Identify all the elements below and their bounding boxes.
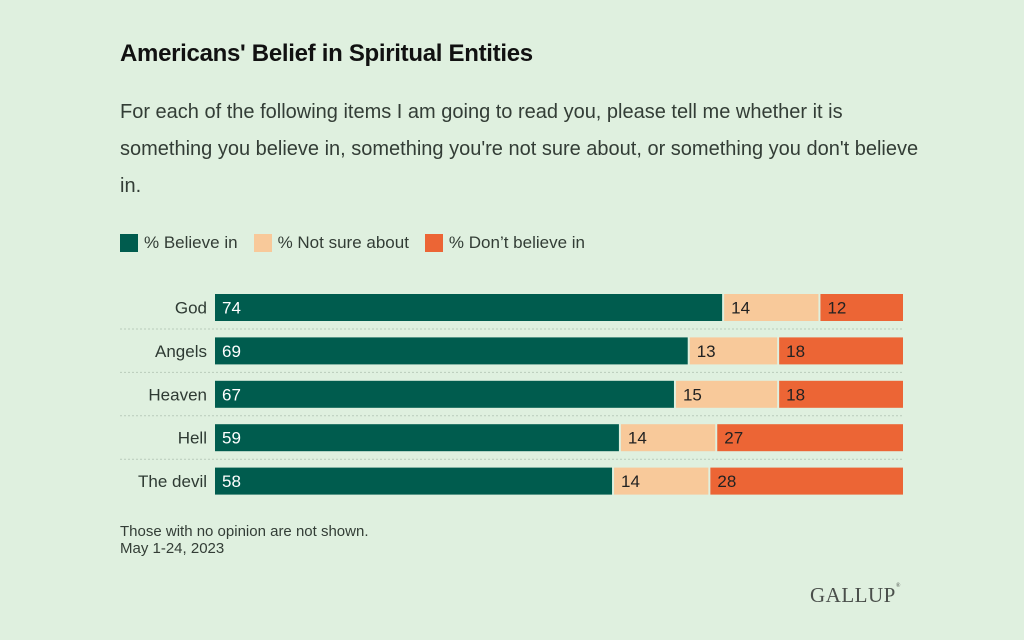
bar-angels-believe-in	[215, 337, 688, 365]
bar-hell-don-t-believe-in	[717, 424, 903, 452]
gallup-wordmark: GALLUP	[810, 583, 896, 607]
bar-the-devil-believe-in	[215, 467, 613, 495]
bar-angels-not-sure-about	[689, 337, 778, 365]
category-label-angels: Angels	[155, 342, 207, 361]
data-label-angels-not-sure-about: 13	[697, 342, 716, 361]
legend-swatch-not-sure	[253, 234, 272, 252]
registered-mark: ®	[895, 583, 901, 589]
legend-swatch-believe	[120, 234, 138, 252]
category-label-hell: Hell	[178, 429, 207, 448]
data-label-heaven-believe-in: 67	[222, 385, 241, 404]
legend-item-not-sure: % Not sure about	[253, 233, 409, 253]
data-label-god-don-t-believe-in: 12	[827, 299, 846, 318]
chart-title: Americans' Belief in Spiritual Entities	[120, 40, 533, 67]
bar-hell-believe-in	[215, 424, 619, 452]
bar-god-don-t-believe-in	[820, 294, 903, 321]
data-label-god-not-sure-about: 14	[731, 299, 750, 318]
legend: % Believe in % Not sure about % Don’t be…	[120, 233, 601, 253]
bar-the-devil-don-t-believe-in	[710, 467, 903, 495]
legend-swatch-dont-believe	[424, 234, 443, 252]
data-label-heaven-don-t-believe-in: 18	[786, 385, 805, 404]
category-label-the-devil: The devil	[138, 472, 207, 491]
bar-god-not-sure-about	[724, 294, 819, 321]
data-label-hell-not-sure-about: 14	[628, 429, 647, 448]
legend-item-dont-believe: % Don’t believe in	[424, 233, 585, 253]
gallup-logo: GALLUP®	[810, 583, 901, 608]
data-label-god-believe-in: 74	[222, 299, 241, 318]
legend-item-believe: % Believe in	[120, 233, 238, 253]
bar-heaven-not-sure-about	[675, 380, 778, 408]
bar-angels-don-t-believe-in	[779, 337, 903, 365]
bar-god-believe-in	[215, 294, 723, 321]
category-label-heaven: Heaven	[148, 385, 207, 404]
footnote: Those with no opinion are not shown. May…	[120, 523, 369, 557]
data-label-heaven-not-sure-about: 15	[683, 385, 702, 404]
legend-label-dont-believe: % Don’t believe in	[448, 233, 585, 252]
data-label-the-devil-not-sure-about: 14	[621, 472, 640, 491]
data-label-the-devil-believe-in: 58	[222, 472, 241, 491]
bar-the-devil-not-sure-about	[614, 467, 709, 495]
category-label-god: God	[175, 299, 207, 318]
bar-hell-not-sure-about	[620, 424, 716, 452]
data-label-angels-believe-in: 69	[222, 342, 241, 361]
data-label-hell-don-t-believe-in: 27	[724, 429, 743, 448]
footnote-date: May 1-24, 2023	[120, 540, 225, 557]
data-label-hell-believe-in: 59	[222, 429, 241, 448]
data-label-the-devil-don-t-believe-in: 28	[717, 472, 736, 491]
legend-label-believe: % Believe in	[144, 233, 238, 252]
chart-subtitle: For each of the following items I am goi…	[120, 101, 919, 197]
bar-heaven-don-t-believe-in	[779, 380, 903, 408]
bar-heaven-believe-in	[215, 380, 674, 408]
footnote-no-opinion: Those with no opinion are not shown.	[120, 523, 369, 540]
legend-label-not-sure: % Not sure about	[277, 233, 409, 252]
data-label-angels-don-t-believe-in: 18	[786, 342, 805, 361]
